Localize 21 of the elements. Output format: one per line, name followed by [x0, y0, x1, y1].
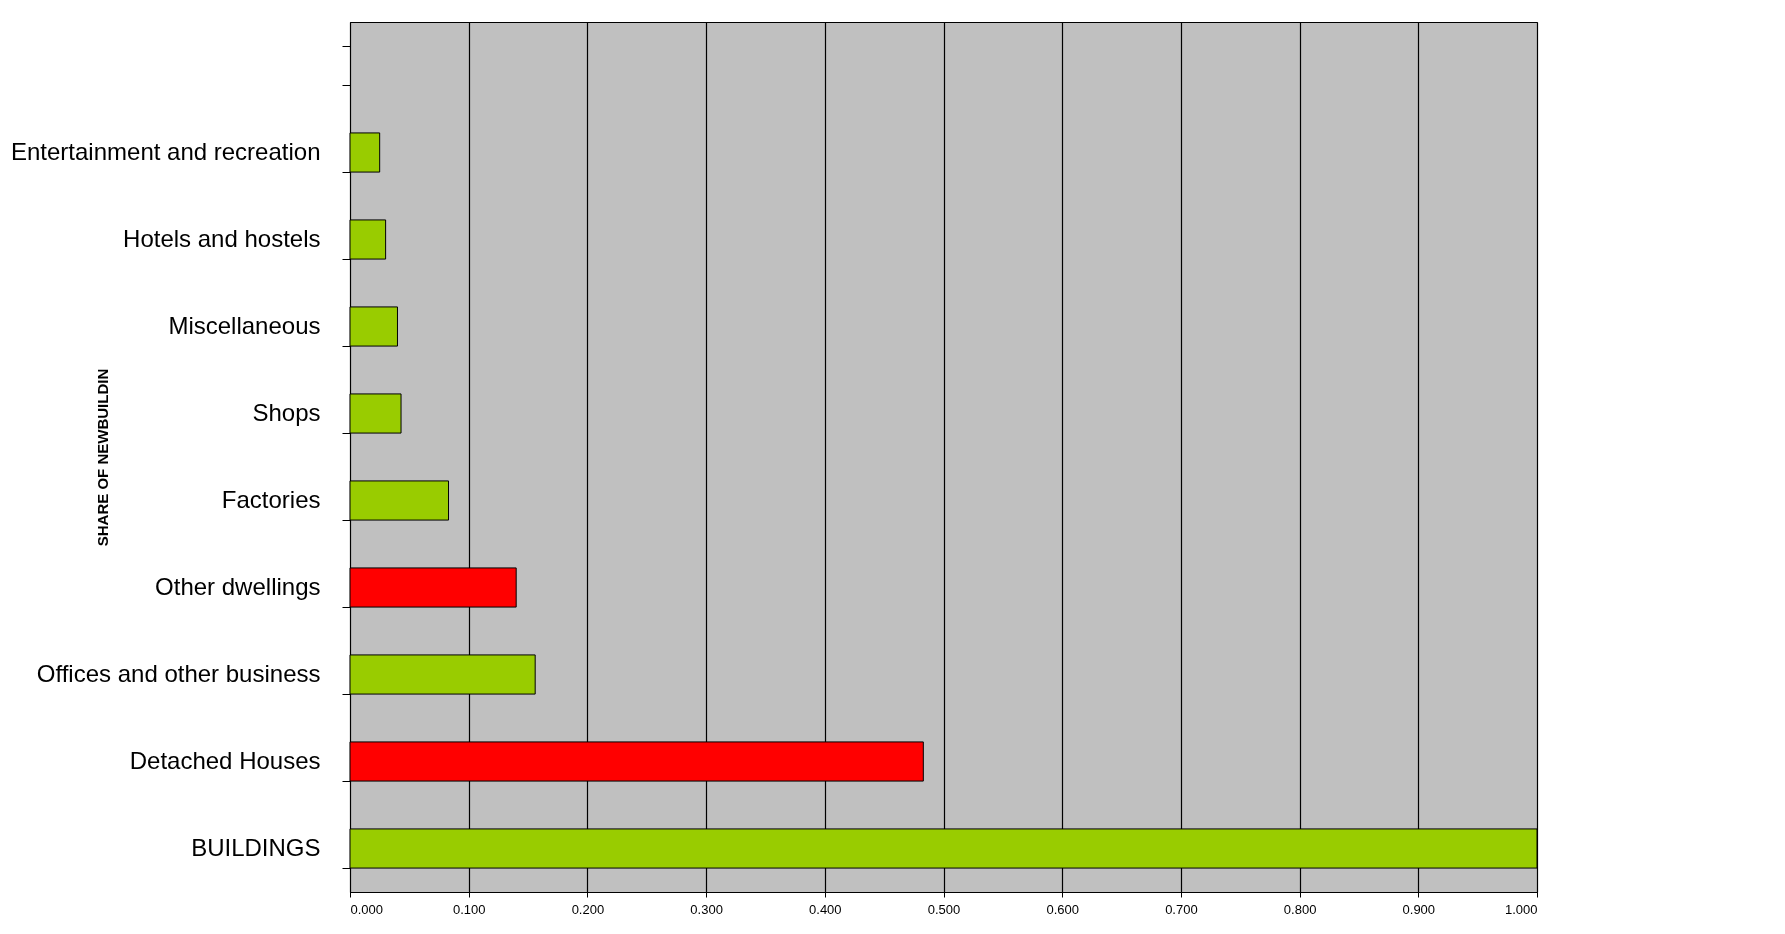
- y-tick-label: Hotels and hostels: [123, 225, 321, 252]
- y-tick-label: Miscellaneous: [168, 312, 321, 339]
- y-tick-label: Detached Houses: [129, 747, 321, 774]
- y-tick-label: Entertainment and recreation: [10, 138, 321, 165]
- x-tick-label: 0.200: [571, 901, 605, 917]
- y-axis-title: SHARE OF NEWBUILDIN: [93, 368, 111, 547]
- x-tick-label: 0.900: [1402, 901, 1436, 917]
- x-tick-label: 0.500: [927, 901, 961, 917]
- x-tick-label: 0.400: [809, 901, 842, 917]
- y-tick-label: Factories: [221, 486, 321, 513]
- y-tick-label: Other dwellings: [155, 573, 321, 600]
- y-tick-label: Shops: [252, 399, 321, 426]
- y-tick-label: Offices and other business: [36, 660, 321, 687]
- x-tick-label: 0.300: [690, 901, 723, 917]
- x-tick-label: 0.800: [1283, 901, 1317, 917]
- x-tick-label: 0.000: [350, 901, 384, 917]
- y-tick-label: BUILDINGS: [191, 834, 321, 861]
- x-tick-label: 0.600: [1046, 901, 1079, 917]
- x-tick-label: 1.000: [1504, 901, 1538, 917]
- x-tick-label: 0.700: [1165, 901, 1198, 917]
- x-tick-label: 0.100: [452, 901, 486, 917]
